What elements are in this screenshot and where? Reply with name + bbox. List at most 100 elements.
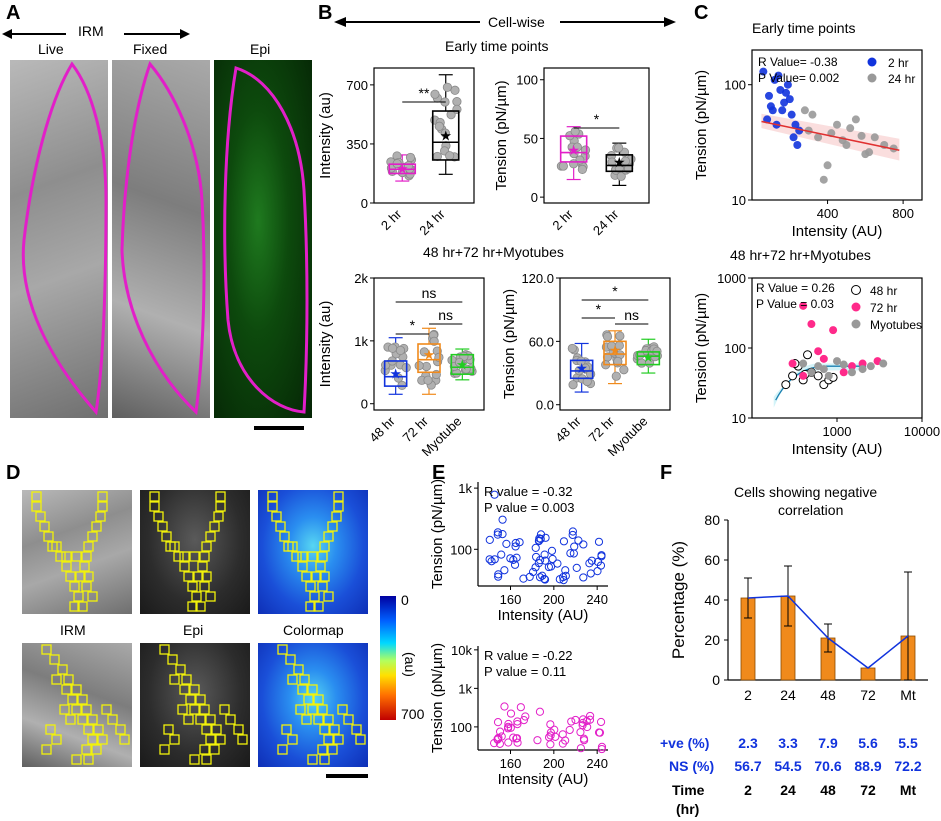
fixed-irm-image	[112, 60, 210, 418]
roi-square	[77, 601, 88, 612]
roi-square	[61, 561, 72, 572]
roi-square	[313, 694, 324, 705]
y-tick-label: 100	[724, 341, 746, 356]
point-72hr	[799, 371, 808, 380]
p-value: P Value = 0.03	[756, 297, 834, 311]
data-point	[572, 142, 582, 152]
p-value: P value = 0.003	[484, 500, 574, 515]
roi-square	[81, 551, 92, 562]
point-myotubes	[799, 359, 808, 368]
roi-square	[159, 744, 170, 755]
roi-square	[267, 501, 278, 512]
data-point	[547, 546, 557, 555]
data-point	[561, 736, 570, 745]
d-irm-image-bottom	[22, 643, 132, 767]
x-tick-label: 2 hr	[549, 206, 576, 233]
point-24hr	[808, 110, 817, 119]
legend-label: 2 hr	[888, 56, 909, 70]
roi-square	[83, 541, 94, 552]
panel-b-late-title: 48 hr+72 hr+Myotubes	[423, 244, 564, 260]
y-tick-label: 40	[704, 592, 720, 608]
y-axis-label: Tension (pN/µm)	[493, 80, 510, 190]
legend-label: 48 hr	[870, 284, 897, 298]
roi-square	[197, 561, 208, 572]
roi-square	[277, 744, 288, 755]
data-point	[495, 739, 504, 748]
data-point	[559, 576, 568, 585]
x-tick-label: Mt	[900, 687, 916, 703]
box	[431, 110, 460, 161]
roi-square	[343, 714, 354, 725]
point-myotubes	[858, 365, 867, 374]
legend-marker	[851, 285, 861, 295]
data-point	[546, 740, 555, 749]
c-late-scatter: 1000 10000 10 100 1000 Intensity (AU) Tension …	[693, 271, 940, 458]
data-point	[440, 128, 450, 138]
box	[559, 135, 588, 163]
data-point	[493, 530, 502, 539]
roi-square	[101, 704, 112, 715]
roi-square	[275, 521, 286, 532]
roi-square	[307, 684, 318, 695]
point-2hr	[765, 91, 773, 100]
roi-square	[161, 531, 172, 542]
roi-square	[199, 704, 210, 715]
panel-c-letter: C	[694, 2, 709, 24]
roi-square	[201, 724, 212, 735]
point-48hr	[813, 371, 823, 381]
roi-square	[215, 491, 226, 502]
r-value: R value = -0.22	[484, 648, 573, 663]
data-point	[570, 542, 579, 551]
roi-square	[313, 714, 324, 725]
roi-square	[333, 734, 344, 745]
y-tick-label: 1k	[458, 681, 472, 696]
d-scale-bar	[326, 774, 368, 778]
roi-square	[57, 664, 68, 675]
plot-frame	[373, 277, 485, 411]
roi-square	[43, 531, 54, 542]
point-2hr	[793, 140, 802, 149]
data-point	[519, 574, 528, 583]
data-point	[512, 734, 522, 743]
data-point	[528, 567, 538, 577]
data-point	[568, 530, 577, 540]
point-72hr	[819, 354, 828, 363]
data-point	[576, 728, 585, 737]
y-axis-label: Percentage (%)	[669, 541, 688, 659]
data-point	[546, 728, 555, 737]
roi-square	[187, 581, 198, 592]
roi-square	[209, 744, 220, 755]
data-point	[555, 575, 564, 584]
roi-square	[327, 521, 338, 532]
point-2hr	[763, 115, 772, 124]
colorbar-max: 700	[401, 706, 425, 722]
roi-square	[323, 734, 334, 745]
data-point	[494, 572, 503, 581]
point-72hr	[829, 326, 838, 335]
point-24hr	[819, 175, 828, 184]
data-point	[565, 725, 574, 735]
roi-square	[35, 511, 46, 522]
roi-square	[287, 734, 298, 745]
point-myotubes	[866, 362, 875, 371]
roi-square	[97, 501, 108, 512]
mean-marker: ★	[389, 366, 402, 382]
point-2hr	[774, 71, 783, 80]
data-point	[504, 738, 513, 747]
data-point	[521, 712, 530, 721]
point-72hr	[814, 347, 823, 356]
panel-b-header: Cell-wise	[488, 14, 545, 30]
roi-square	[189, 551, 200, 562]
roi-square	[199, 551, 210, 562]
d-epi-image-bottom	[140, 643, 250, 767]
data-point	[450, 85, 460, 95]
roi-square	[193, 571, 204, 582]
roi-square	[97, 734, 108, 745]
point-72hr	[807, 320, 816, 329]
x-tick-label: 48 hr	[552, 413, 584, 445]
data-point	[494, 570, 503, 579]
y-tick-label: 1k	[354, 334, 368, 349]
box	[603, 340, 627, 366]
y-tick-label: 100	[450, 542, 472, 557]
